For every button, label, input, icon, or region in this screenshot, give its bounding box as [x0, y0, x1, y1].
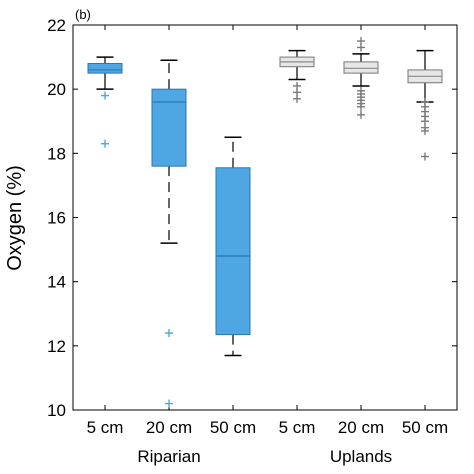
y-tick-label: 22 — [47, 16, 66, 35]
x-tick-label: 5 cm — [279, 418, 316, 437]
plot-frame — [72, 24, 458, 411]
outlier-marker — [293, 94, 301, 103]
outlier-marker — [165, 399, 173, 408]
group-label: Uplands — [330, 447, 392, 466]
box-iqr — [87, 63, 123, 74]
outlier-marker — [165, 329, 173, 337]
y-tick-label: 14 — [47, 273, 66, 292]
box-iqr — [215, 167, 251, 336]
boxes-layer — [87, 37, 443, 408]
outlier-marker — [421, 126, 429, 135]
y-tick-label: 18 — [47, 144, 66, 163]
tick-layer — [73, 24, 457, 411]
outlier-marker — [357, 37, 365, 46]
x-tick-label: 20 cm — [338, 418, 384, 437]
y-tick-label: 16 — [47, 209, 66, 228]
x-tick-label: 5 cm — [87, 418, 124, 437]
outlier-marker — [101, 91, 109, 100]
box-iqr — [343, 61, 379, 74]
x-tick-label: 50 cm — [402, 418, 448, 437]
y-tick-label: 10 — [47, 401, 66, 420]
labels-layer: 10 12 14 16 18 20 22 5 cm 20 cm 50 cm 5 cm 20 cm 50 … — [47, 16, 448, 466]
outlier-marker — [357, 102, 365, 111]
y-axis-label: Oxygen (%) — [4, 165, 26, 271]
x-tick-label: 20 cm — [146, 418, 192, 437]
outlier-marker — [357, 110, 365, 119]
x-tick-label: 50 cm — [210, 418, 256, 437]
y-tick-label: 20 — [47, 80, 66, 99]
group-label: Riparian — [137, 447, 200, 466]
panel-label: (b) — [75, 7, 91, 22]
outlier-marker — [421, 152, 429, 161]
y-tick-label: 12 — [47, 337, 66, 356]
box-iqr — [151, 88, 187, 167]
outlier-marker — [101, 139, 109, 148]
